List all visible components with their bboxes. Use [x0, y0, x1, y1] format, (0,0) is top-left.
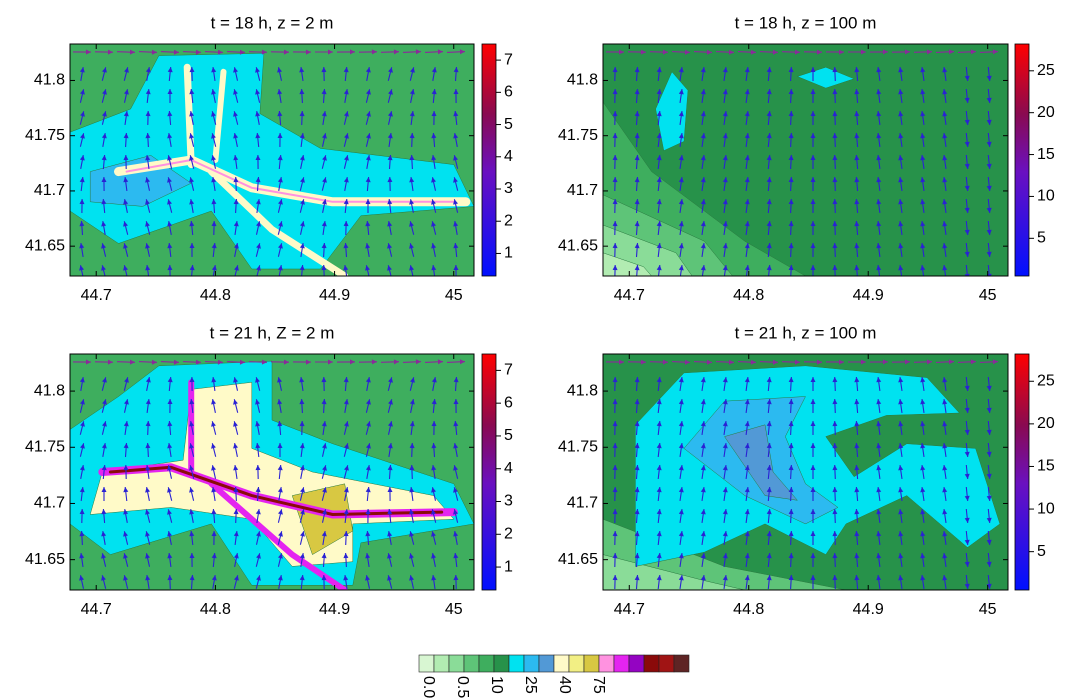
legend-label: 25 — [522, 676, 539, 694]
field — [70, 44, 474, 279]
legend-swatch — [464, 655, 479, 672]
colorbar-tick-label: 25 — [1037, 372, 1055, 389]
legend-swatch — [494, 655, 509, 672]
x-tick-label: 44.7 — [81, 601, 112, 618]
colorbar-tick-label: 5 — [504, 427, 513, 444]
x-tick-label: 44.9 — [319, 601, 350, 618]
field — [70, 354, 474, 590]
legend-swatch — [449, 655, 464, 672]
colorbar-tick-label: 5 — [1037, 543, 1046, 560]
field — [603, 354, 1008, 590]
legend-swatch — [629, 655, 644, 672]
colorbar-tick-label: 20 — [1037, 104, 1055, 121]
colorbar-tick-label: 3 — [504, 493, 513, 510]
legend-swatch — [509, 655, 524, 672]
y-tick-label: 41.7 — [567, 182, 598, 199]
colorbar-tick-label: 5 — [504, 116, 513, 133]
legend-swatch — [419, 655, 434, 672]
colorbar-tick-label: 15 — [1037, 146, 1055, 163]
colorbar-tick-label: 5 — [1037, 230, 1046, 247]
legend-swatch — [599, 655, 614, 672]
colorbar — [1015, 44, 1029, 276]
colorbar — [482, 44, 496, 276]
colorbar-tick-label: 7 — [504, 51, 513, 68]
field — [603, 44, 1008, 279]
legend-swatch — [614, 655, 629, 672]
y-tick-label: 41.7 — [34, 495, 65, 512]
legend-label: 10 — [488, 676, 505, 694]
panel-title: t = 18 h, z = 100 m — [735, 13, 877, 32]
y-tick-label: 41.8 — [567, 382, 598, 399]
y-tick-label: 41.65 — [558, 237, 598, 254]
colorbar — [1015, 354, 1029, 590]
y-tick-label: 41.75 — [558, 127, 598, 144]
x-tick-label: 44.8 — [200, 601, 231, 618]
legend-swatch — [659, 655, 674, 672]
x-tick-label: 44.8 — [200, 287, 231, 304]
y-tick-label: 41.8 — [34, 382, 65, 399]
y-tick-label: 41.7 — [567, 495, 598, 512]
x-tick-label: 44.7 — [614, 601, 645, 618]
y-tick-label: 41.7 — [34, 182, 65, 199]
colorbar-tick-label: 15 — [1037, 458, 1055, 475]
legend-swatch — [644, 655, 659, 672]
colorbar-tick-label: 6 — [504, 394, 513, 411]
colorbar-tick-label: 3 — [504, 180, 513, 197]
y-tick-label: 41.65 — [558, 551, 598, 568]
panel-title: t = 21 h, z = 100 m — [735, 323, 877, 342]
x-tick-label: 45 — [445, 287, 463, 304]
x-tick-label: 44.7 — [614, 287, 645, 304]
y-tick-label: 41.8 — [567, 72, 598, 89]
colorbar-tick-label: 2 — [504, 525, 513, 542]
y-tick-label: 41.75 — [25, 438, 65, 455]
legend-swatch — [674, 655, 689, 672]
x-tick-label: 44.9 — [853, 287, 884, 304]
legend-swatch — [554, 655, 569, 672]
x-tick-label: 45 — [979, 601, 997, 618]
x-tick-label: 45 — [445, 601, 463, 618]
panel-title: t = 18 h, z = 2 m — [211, 13, 334, 32]
colorbar-tick-label: 4 — [504, 460, 513, 477]
figure: t = 18 h, z = 2 m44.744.844.94541.6541.7… — [0, 0, 1073, 698]
legend-swatch — [434, 655, 449, 672]
colorbar-tick-label: 10 — [1037, 500, 1055, 517]
legend-label: 40 — [556, 676, 573, 694]
colorbar-tick-label: 20 — [1037, 415, 1055, 432]
y-tick-label: 41.8 — [34, 72, 65, 89]
x-tick-label: 44.9 — [853, 601, 884, 618]
panel-title: t = 21 h, Z = 2 m — [210, 323, 335, 342]
colorbar-tick-label: 6 — [504, 84, 513, 101]
x-tick-label: 44.7 — [81, 287, 112, 304]
y-tick-label: 41.75 — [558, 438, 598, 455]
legend-swatch — [539, 655, 554, 672]
legend-swatch — [569, 655, 584, 672]
colorbar-tick-label: 2 — [504, 212, 513, 229]
legend-swatch — [524, 655, 539, 672]
legend-swatch — [584, 655, 599, 672]
colorbar-tick-label: 25 — [1037, 62, 1055, 79]
colorbar-tick-label: 10 — [1037, 188, 1055, 205]
colorbar-tick-label: 4 — [504, 148, 513, 165]
colorbar-tick-label: 1 — [504, 558, 513, 575]
legend-swatch — [479, 655, 494, 672]
y-tick-label: 41.65 — [25, 551, 65, 568]
colorbar-tick-label: 1 — [504, 245, 513, 262]
legend-label: 0.5 — [454, 676, 471, 698]
x-tick-label: 44.8 — [733, 287, 764, 304]
page: {"chart_data": [ {"type": "contour", "ti… — [0, 0, 1073, 698]
x-tick-label: 44.8 — [733, 601, 764, 618]
colorbar — [482, 354, 496, 590]
y-tick-label: 41.65 — [25, 237, 65, 254]
legend-label: 0.05 — [420, 676, 437, 698]
y-tick-label: 41.75 — [25, 127, 65, 144]
colorbar-tick-label: 7 — [504, 362, 513, 379]
x-tick-label: 44.9 — [319, 287, 350, 304]
legend-label: 75 — [590, 676, 607, 694]
x-tick-label: 45 — [979, 287, 997, 304]
